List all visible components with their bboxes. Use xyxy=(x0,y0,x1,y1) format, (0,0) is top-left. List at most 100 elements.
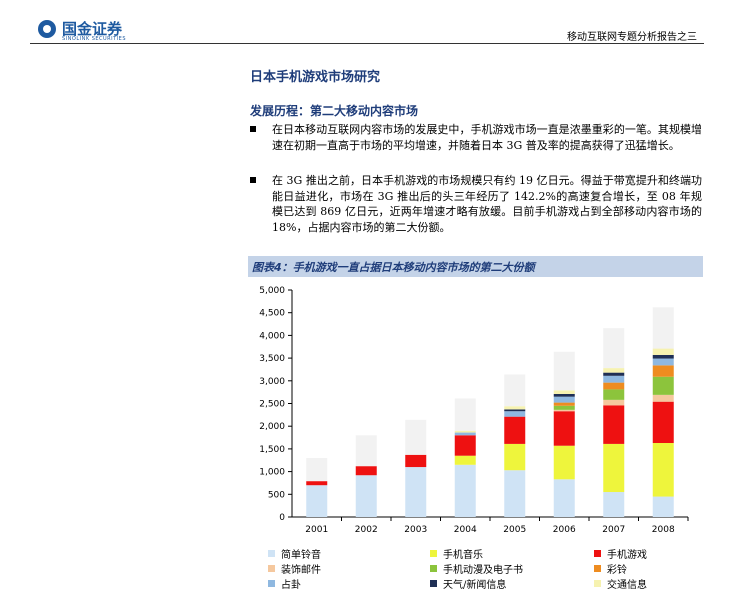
bar-segment xyxy=(652,442,674,497)
x-tick-label: 2007 xyxy=(602,525,625,535)
legend-label: 交通信息 xyxy=(607,580,647,591)
bar-segment xyxy=(504,411,526,417)
legend-label: 手机游戏 xyxy=(607,550,647,561)
bar-segment xyxy=(603,382,625,390)
company-logo: 国金证券 xyxy=(38,20,122,38)
legend-item: 占卦 xyxy=(268,576,301,591)
bullet-paragraph-2: 在 3G 推出之前，日本手机游戏的市场规模只有约 19 亿日元。得益于带宽提升和… xyxy=(250,173,702,235)
bar-segment xyxy=(553,396,575,403)
bar-segment xyxy=(603,375,625,383)
bar-segment xyxy=(603,372,625,376)
bar-segment xyxy=(454,464,476,517)
bar-segment xyxy=(553,411,575,446)
bullet-paragraph-1: 在日本移动互联网内容市场的发展史中，手机游戏市场一直是浓墨重彩的一笔。其规模增速… xyxy=(250,122,702,153)
bar-segment xyxy=(454,432,476,436)
legend-swatch xyxy=(594,580,601,587)
bar-segment xyxy=(553,351,575,391)
bar-segment xyxy=(603,492,625,517)
legend-label: 彩铃 xyxy=(607,565,627,576)
bar-segment xyxy=(603,328,625,369)
x-tick-label: 2005 xyxy=(503,525,526,535)
legend-label: 天气/新闻信息 xyxy=(443,580,507,591)
legend-swatch xyxy=(430,550,437,557)
bar-segment xyxy=(652,365,674,377)
bar-segment xyxy=(405,467,427,517)
figure-caption-bar: 图表4：手机游戏一直占据日本移动内容市场的第二大份额 xyxy=(248,256,703,277)
x-tick-label: 2003 xyxy=(404,525,427,535)
y-tick-label: 5,000 xyxy=(259,286,285,296)
bar-segment xyxy=(553,445,575,480)
legend-label: 装饰邮件 xyxy=(281,565,321,576)
bar-segment xyxy=(504,470,526,517)
bar-segment xyxy=(454,455,476,465)
bar-segment xyxy=(405,419,427,455)
bar-segment xyxy=(652,401,674,443)
report-title: 移动互联网专题分析报告之三 xyxy=(567,32,697,43)
y-tick-label: 500 xyxy=(268,490,285,500)
bar-segment xyxy=(553,409,575,412)
y-tick-label: 3,500 xyxy=(259,354,285,364)
legend-label: 手机音乐 xyxy=(443,550,483,561)
figure-caption: 图表4：手机游戏一直占据日本移动内容市场的第二大份额 xyxy=(252,261,535,274)
bar-segment xyxy=(306,457,328,482)
bar-segment xyxy=(603,399,625,406)
legend-label: 手机动漫及电子书 xyxy=(443,565,523,576)
bar-segment xyxy=(355,435,377,467)
bar-segment xyxy=(652,307,674,349)
y-tick-label: 0 xyxy=(279,513,285,523)
x-tick-label: 2004 xyxy=(454,525,477,535)
legend-swatch xyxy=(594,565,601,572)
bar-segment xyxy=(504,374,526,407)
bar-segment xyxy=(355,475,377,517)
bar-segment xyxy=(652,348,674,355)
y-tick-label: 4,500 xyxy=(259,309,285,319)
logo-icon xyxy=(38,20,56,38)
bar-segment xyxy=(603,368,625,373)
bar-segment xyxy=(553,402,575,406)
bar-segment xyxy=(306,485,328,517)
bar-segment xyxy=(504,443,526,471)
logo-subtext: SINOLINK SECURITIES xyxy=(62,36,126,42)
bar-segment xyxy=(652,354,674,359)
bullet-icon xyxy=(250,126,256,132)
bar-segment xyxy=(553,405,575,410)
legend-item: 手机游戏 xyxy=(594,546,647,561)
bar-segment xyxy=(553,479,575,517)
y-tick-label: 4,000 xyxy=(259,331,285,341)
bullet-icon xyxy=(250,177,256,183)
bar-segment xyxy=(553,390,575,394)
legend-item: 简单铃音 xyxy=(268,546,321,561)
legend-item: 手机动漫及电子书 xyxy=(430,561,523,576)
x-tick-label: 2006 xyxy=(553,525,576,535)
header-divider xyxy=(30,43,704,44)
legend-item: 交通信息 xyxy=(594,576,647,591)
bar-segment xyxy=(504,409,526,412)
bar-segment xyxy=(603,389,625,400)
x-tick-label: 2008 xyxy=(652,525,675,535)
bar-segment xyxy=(454,435,476,456)
bar-segment xyxy=(504,406,526,410)
legend-label: 简单铃音 xyxy=(281,550,321,561)
bar-segment xyxy=(405,454,427,468)
y-tick-label: 3,000 xyxy=(259,377,285,387)
legend-swatch xyxy=(430,565,437,572)
bar-segment xyxy=(355,466,377,476)
bar-segment xyxy=(454,398,476,431)
y-tick-label: 2,500 xyxy=(259,400,285,410)
bar-segment xyxy=(652,496,674,517)
legend-swatch xyxy=(268,565,275,572)
x-tick-label: 2002 xyxy=(355,525,378,535)
legend-swatch xyxy=(430,580,437,587)
legend-item: 装饰邮件 xyxy=(268,561,321,576)
bar-segment xyxy=(652,358,674,366)
bar-segment xyxy=(603,405,625,444)
legend-swatch xyxy=(594,550,601,557)
y-tick-label: 1,000 xyxy=(259,468,285,478)
bar-segment xyxy=(603,443,625,493)
logo-text: 国金证券 xyxy=(62,20,123,38)
x-tick-label: 2001 xyxy=(305,525,328,535)
legend-label: 占卦 xyxy=(281,580,301,591)
bullet-text: 在日本移动互联网内容市场的发展史中，手机游戏市场一直是浓墨重彩的一笔。其规模增速… xyxy=(272,123,702,152)
bar-segment xyxy=(652,376,674,395)
sub-title: 发展历程：第二大移动内容市场 xyxy=(250,104,419,118)
